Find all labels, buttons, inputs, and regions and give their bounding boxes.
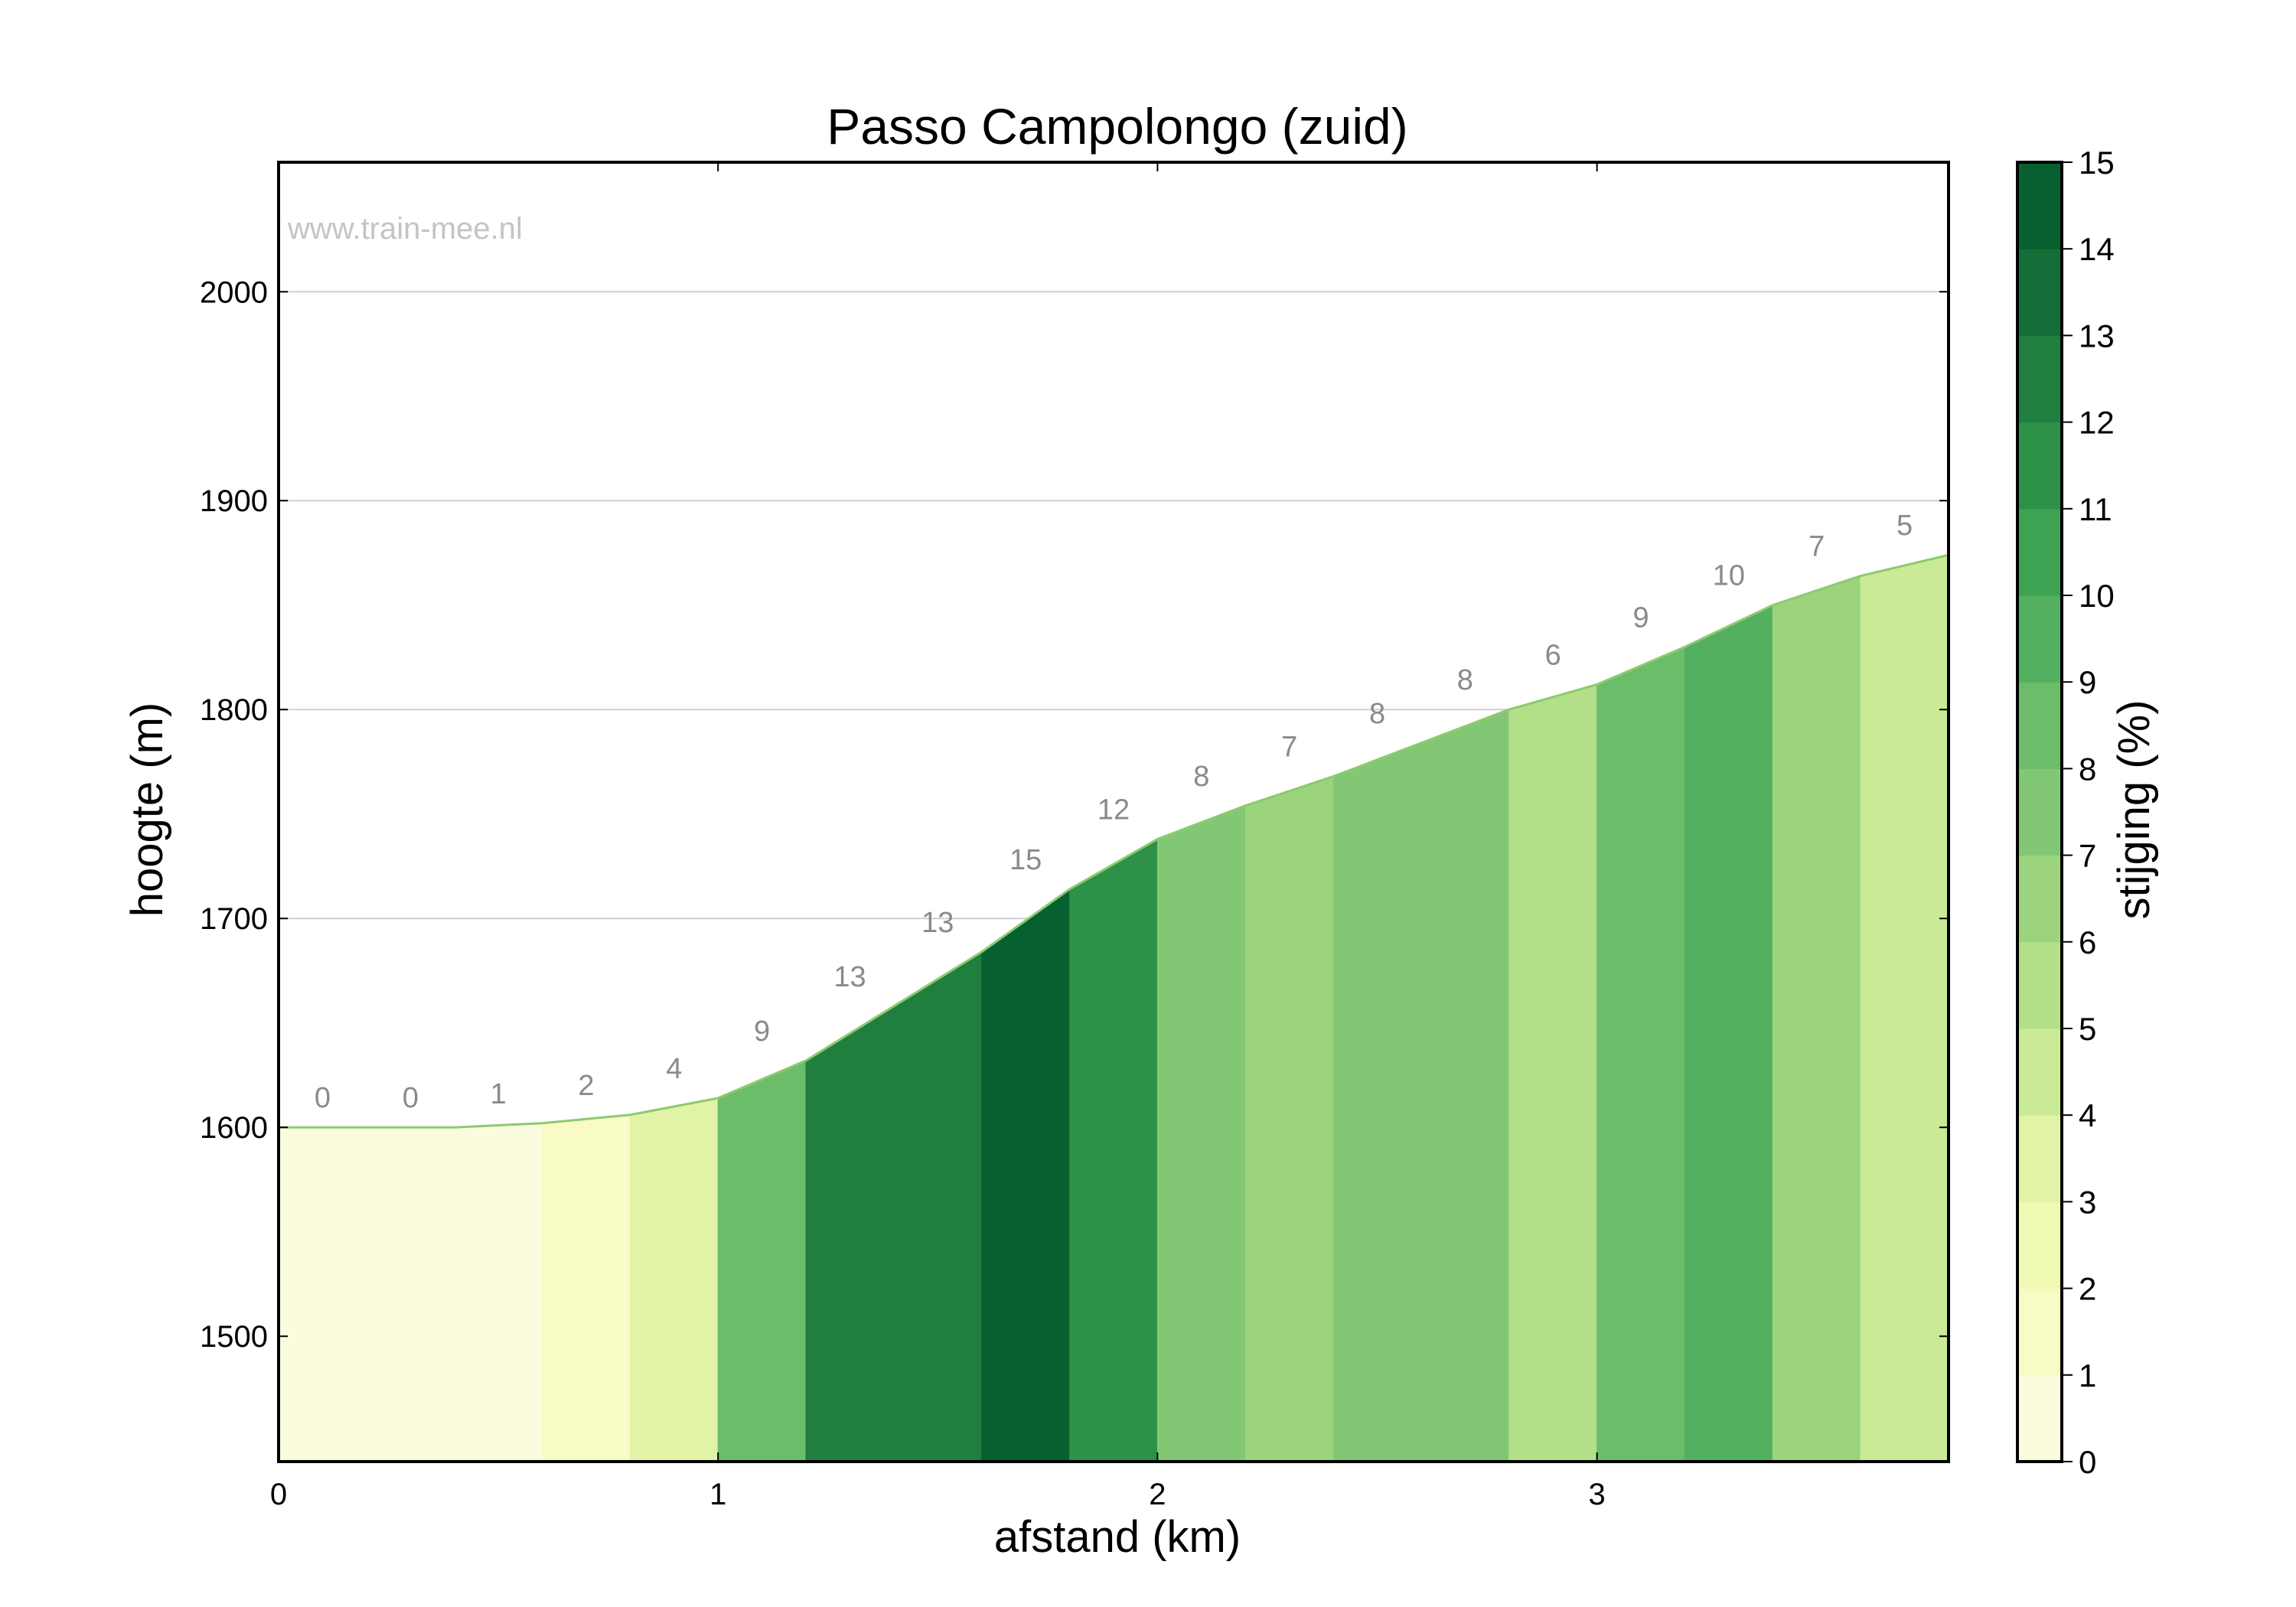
grade-label: 12 xyxy=(1097,794,1130,826)
grade-label: 13 xyxy=(921,907,954,939)
grade-segment xyxy=(1420,709,1510,1462)
chart-title: Passo Campolongo (zuid) xyxy=(827,98,1407,155)
colorbar-band xyxy=(2017,422,2062,510)
grade-label: 2 xyxy=(578,1070,594,1102)
colorbar-tick-label: 0 xyxy=(2079,1444,2096,1480)
colorbar-band xyxy=(2017,335,2062,423)
x-tick-label: 0 xyxy=(270,1478,287,1511)
grade-label: 10 xyxy=(1713,560,1745,592)
grade-segment xyxy=(1772,575,1861,1462)
watermark-text: www.train-mee.nl xyxy=(287,212,523,246)
colorbar-tick-label: 15 xyxy=(2079,145,2115,181)
grade-segment xyxy=(1860,554,1949,1462)
y-tick-label: 1800 xyxy=(200,693,268,727)
colorbar-band xyxy=(2017,1288,2062,1376)
colorbar-tick-label: 4 xyxy=(2079,1097,2096,1133)
grade-label: 6 xyxy=(1545,639,1561,671)
grade-label: 9 xyxy=(754,1015,770,1048)
colorbar-band xyxy=(2017,682,2062,769)
grade-segment xyxy=(278,1126,367,1462)
grade-label: 8 xyxy=(1193,761,1209,793)
grade-label: 7 xyxy=(1808,531,1825,563)
grade-label: 15 xyxy=(1009,844,1042,876)
colorbar-tick-label: 5 xyxy=(2079,1011,2096,1047)
grade-segment xyxy=(893,951,983,1462)
colorbar-tick-label: 11 xyxy=(2079,491,2112,527)
grade-segment xyxy=(629,1097,719,1462)
grade-label: 0 xyxy=(315,1082,331,1114)
grade-label: 8 xyxy=(1457,664,1473,696)
colorbar-band xyxy=(2017,162,2062,249)
colorbar-band xyxy=(2017,1374,2062,1462)
colorbar-tick-label: 2 xyxy=(2079,1271,2096,1307)
colorbar-band xyxy=(2017,595,2062,683)
grade-segment xyxy=(1596,646,1685,1462)
grade-segment xyxy=(717,1060,807,1462)
plot-frame xyxy=(277,161,1950,1463)
grade-segment xyxy=(454,1123,543,1462)
grade-segment xyxy=(1684,604,1773,1462)
grade-segment xyxy=(1156,805,1246,1462)
grade-label: 4 xyxy=(666,1053,682,1085)
grade-segment xyxy=(981,888,1071,1462)
colorbar-tick-label: 8 xyxy=(2079,751,2096,787)
colorbar-band xyxy=(2017,768,2062,856)
grade-label: 1 xyxy=(491,1078,507,1110)
grade-label: 7 xyxy=(1281,732,1297,764)
y-tick-label: 1500 xyxy=(200,1320,268,1354)
colorbar-tick-label: 14 xyxy=(2079,231,2115,267)
y-tick-label: 1700 xyxy=(200,902,268,936)
grade-segment xyxy=(1508,683,1598,1462)
x-axis-label: afstand (km) xyxy=(994,1512,1241,1562)
grade-label: 0 xyxy=(403,1082,419,1114)
colorbar-band xyxy=(2017,1115,2062,1202)
x-tick-label: 2 xyxy=(1149,1478,1166,1511)
colorbar-tick-label: 10 xyxy=(2079,578,2115,614)
grade-segment xyxy=(1069,838,1158,1462)
y-tick-label: 1600 xyxy=(200,1111,268,1145)
x-tick-label: 3 xyxy=(1589,1478,1606,1511)
colorbar-tick-label: 7 xyxy=(2079,838,2096,874)
colorbar-band xyxy=(2017,855,2062,943)
grade-segments xyxy=(278,554,1949,1462)
grade-label: 13 xyxy=(833,961,866,993)
grade-segment xyxy=(805,1005,895,1462)
profile-outline xyxy=(279,553,1949,1129)
colorbar-tick-label: 9 xyxy=(2079,664,2096,700)
y-tick-label: 2000 xyxy=(200,275,268,309)
colorbar-band xyxy=(2017,1201,2062,1289)
colorbar-band xyxy=(2017,941,2062,1029)
colorbar-tick-label: 3 xyxy=(2079,1184,2096,1220)
colorbar-border xyxy=(2016,161,2063,1463)
grade-label: 8 xyxy=(1369,698,1385,730)
colorbar-tick-label: 12 xyxy=(2079,405,2115,441)
colorbar-band xyxy=(2017,508,2062,596)
y-axis-label: hoogte (m) xyxy=(122,702,172,917)
colorbar-label: stijging (%) xyxy=(2109,700,2159,920)
colorbar-band xyxy=(2017,1028,2062,1116)
colorbar-band xyxy=(2017,249,2062,336)
colorbar-tick-label: 6 xyxy=(2079,924,2096,960)
grade-label: 9 xyxy=(1632,601,1649,634)
colorbar-tick-label: 13 xyxy=(2079,318,2115,354)
plot-border xyxy=(277,161,1950,1463)
grade-segment xyxy=(366,1126,455,1462)
profile-line xyxy=(279,553,1949,1129)
grade-segment xyxy=(1332,742,1422,1462)
y-tick-label: 1900 xyxy=(200,484,268,518)
x-tick-label: 1 xyxy=(709,1478,726,1511)
grade-label: 5 xyxy=(1896,510,1913,542)
grade-segment xyxy=(1244,775,1334,1462)
colorbar-tick-label: 1 xyxy=(2079,1358,2096,1393)
grade-segment xyxy=(542,1114,631,1462)
